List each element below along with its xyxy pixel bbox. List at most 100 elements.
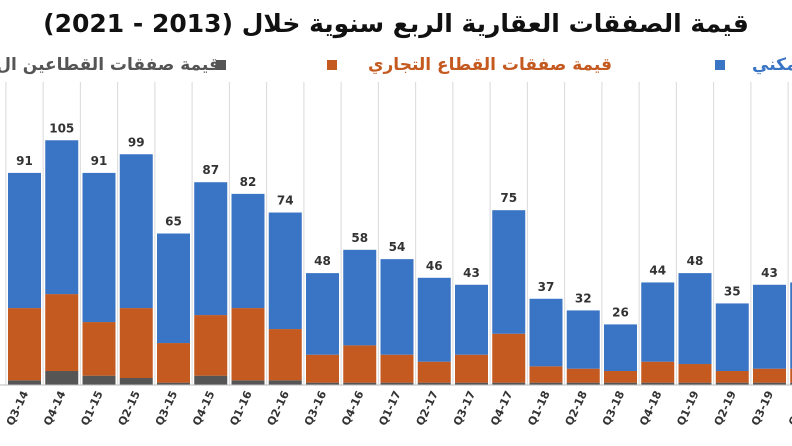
bar-segment-commercial bbox=[566, 368, 600, 383]
bar-segment-residential bbox=[492, 210, 526, 334]
bar-segment-residential bbox=[380, 259, 414, 355]
bar-segment-commercial bbox=[119, 308, 153, 379]
bar-segment-other bbox=[417, 382, 451, 385]
legend-label-commercial: قيمة صفقات القطاع التجاري bbox=[367, 55, 612, 75]
x-tick-label: Q2-19 bbox=[712, 389, 739, 428]
bar-total-label: 44 bbox=[649, 263, 666, 277]
bar-segment-commercial bbox=[8, 308, 41, 381]
x-tick-label: Q4-15 bbox=[190, 389, 217, 428]
bar-segment-residential bbox=[194, 182, 228, 316]
x-tick-label: Q2-16 bbox=[265, 388, 293, 427]
bar-segment-other bbox=[380, 382, 414, 385]
bar-segment-residential bbox=[343, 249, 377, 346]
bar-segment-other bbox=[45, 371, 79, 385]
x-tick-label: Q1-16 bbox=[227, 388, 255, 427]
bar-segment-other bbox=[268, 380, 302, 385]
bar-total-label: 54 bbox=[389, 240, 406, 254]
x-tick-label: Q1-18 bbox=[525, 389, 552, 428]
bar-segment-residential bbox=[157, 233, 190, 344]
bar-segment-commercial bbox=[306, 354, 339, 383]
bar-total-label: 43 bbox=[761, 266, 778, 280]
bar-total-label: 82 bbox=[240, 175, 257, 189]
bar-segment-commercial bbox=[641, 361, 675, 383]
bar-total-label: 48 bbox=[687, 254, 704, 268]
legend-label-residential: مكني bbox=[752, 55, 792, 75]
bar-segment-commercial bbox=[343, 345, 377, 383]
bar-segment-commercial bbox=[268, 329, 302, 381]
x-tick-label: Q4-16 bbox=[339, 388, 367, 427]
bar-segment-commercial bbox=[231, 308, 265, 381]
legend: قيمة صفقات القطاعين ال قيمة صفقات القطاع… bbox=[0, 52, 792, 78]
bar-segment-commercial bbox=[790, 368, 792, 383]
bar-total-label: 87 bbox=[202, 163, 219, 177]
bar-total-label: 32 bbox=[575, 291, 592, 305]
bar-segment-residential bbox=[119, 154, 153, 309]
bar-total-label: 99 bbox=[128, 135, 145, 149]
legend-swatch-commercial bbox=[327, 60, 337, 70]
bar-segment-other bbox=[343, 382, 377, 385]
legend-swatch-other bbox=[216, 60, 226, 70]
bar-total-label: 37 bbox=[538, 280, 555, 294]
bar-segment-other bbox=[455, 382, 488, 385]
bar-segment-residential bbox=[231, 193, 265, 309]
bar-segment-other bbox=[790, 382, 792, 385]
bar-total-label: 46 bbox=[426, 259, 443, 273]
bar-segment-commercial bbox=[604, 371, 637, 383]
bar-segment-commercial bbox=[678, 364, 712, 383]
bar-segment-residential bbox=[753, 284, 786, 369]
legend-item-other: قيمة صفقات القطاعين ال bbox=[0, 52, 220, 78]
bar-total-label: 35 bbox=[724, 284, 741, 298]
bar-total-label: 74 bbox=[277, 194, 294, 208]
bar-segment-residential bbox=[45, 140, 79, 295]
bar-segment-other bbox=[306, 382, 339, 385]
bar-segment-commercial bbox=[380, 354, 414, 383]
bar-segment-commercial bbox=[529, 366, 563, 383]
x-tick-label: Q4-19 bbox=[786, 389, 792, 428]
bar-segment-residential bbox=[268, 212, 302, 330]
bar-segment-other bbox=[492, 382, 526, 385]
bar-segment-other bbox=[604, 382, 637, 385]
bar-segment-other bbox=[231, 380, 265, 385]
bar-segment-residential bbox=[455, 284, 488, 355]
bar-segment-residential bbox=[306, 273, 339, 355]
bar-total-label: 105 bbox=[49, 121, 74, 135]
bar-segment-commercial bbox=[455, 354, 488, 383]
bar-segment-other bbox=[82, 375, 116, 385]
bar-segment-commercial bbox=[715, 371, 749, 383]
x-tick-label: Q3-14 bbox=[4, 388, 32, 427]
x-tick-label: Q2-17 bbox=[414, 389, 441, 428]
x-tick-label: Q3-15 bbox=[153, 389, 180, 428]
bar-total-label: 91 bbox=[16, 154, 33, 168]
bar-segment-commercial bbox=[45, 294, 79, 372]
x-tick-label: Q4-14 bbox=[41, 388, 69, 427]
bar-total-label: 58 bbox=[351, 231, 368, 245]
bar-segment-other bbox=[8, 380, 41, 385]
legend-swatch-residential bbox=[715, 60, 725, 70]
x-tick-label: Q3-17 bbox=[451, 389, 478, 428]
legend-label-other: قيمة صفقات القطاعين ال bbox=[0, 55, 220, 75]
x-tick-label: Q1-15 bbox=[78, 389, 105, 428]
x-tick-label: Q3-19 bbox=[749, 389, 776, 428]
legend-item-residential: مكني bbox=[752, 52, 792, 78]
x-tick-label: Q1-19 bbox=[674, 389, 701, 428]
x-tick-label: Q3-18 bbox=[600, 389, 627, 428]
bar-total-label: 48 bbox=[314, 254, 331, 268]
bar-segment-commercial bbox=[753, 368, 786, 383]
x-tick-label: Q2-18 bbox=[563, 389, 590, 428]
x-tick-label: Q4-17 bbox=[488, 389, 515, 428]
bar-segment-residential bbox=[604, 324, 637, 372]
bar-segment-other bbox=[529, 382, 563, 385]
bar-segment-commercial bbox=[492, 333, 526, 383]
x-tick-label: Q1-17 bbox=[376, 389, 403, 428]
bar-segment-other bbox=[715, 382, 749, 385]
bar-total-label: 91 bbox=[91, 154, 108, 168]
bar-total-label: 65 bbox=[165, 215, 182, 229]
bar-segment-residential bbox=[641, 282, 675, 362]
bar-segment-residential bbox=[790, 282, 792, 369]
bar-segment-other bbox=[119, 378, 153, 385]
x-tick-label: Q4-18 bbox=[637, 389, 664, 428]
bar-segment-commercial bbox=[82, 322, 116, 376]
bar-segment-other bbox=[566, 382, 600, 385]
bar-segment-residential bbox=[715, 303, 749, 372]
